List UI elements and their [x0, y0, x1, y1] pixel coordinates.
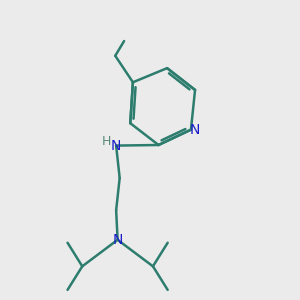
- Text: N: N: [190, 123, 200, 137]
- Text: N: N: [112, 233, 123, 247]
- Text: N: N: [111, 139, 121, 153]
- Text: H: H: [102, 135, 111, 148]
